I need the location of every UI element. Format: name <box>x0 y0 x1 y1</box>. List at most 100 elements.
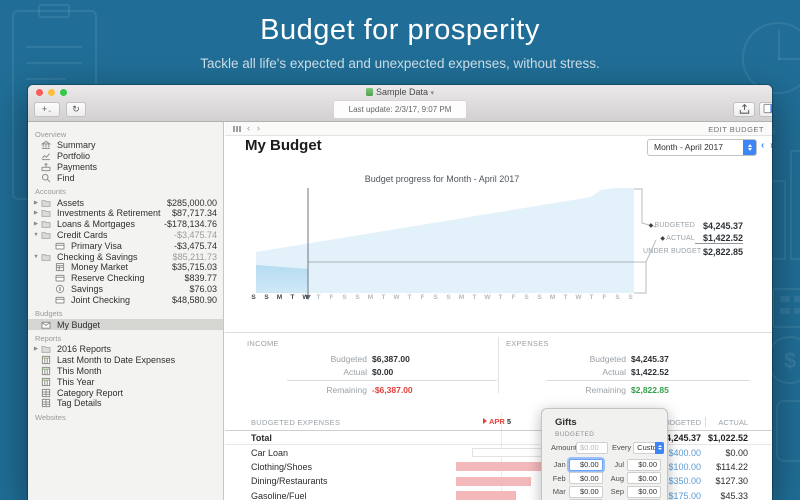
income-summary: INCOME Budgeted $6,387.00 Actual $0.00 Rem… <box>247 333 497 402</box>
sync-button[interactable]: ↻ <box>66 102 86 117</box>
day-label: S <box>264 294 269 301</box>
column-header-actual[interactable]: ACTUAL <box>718 418 748 427</box>
sidebar-item-money-market[interactable]: Money Market $35,715.03 <box>28 262 223 273</box>
folder-icon <box>41 208 53 218</box>
share-icon <box>739 103 749 114</box>
table-row-gasoline-fuel[interactable]: Gasoline/Fuel $175.00 $45.33 <box>225 489 772 500</box>
sidebar-item-value: $35,715.03 <box>171 262 217 273</box>
disclosure-collapsed-icon[interactable]: ▶ <box>33 221 39 228</box>
sidebar-item-primary-visa[interactable]: Primary Visa -$3,475.74 <box>28 240 223 251</box>
table-row-clothing-shoes[interactable]: Clothing/Shoes $100.00 $114.22 <box>225 460 772 474</box>
sidebar-item-reserve-checking[interactable]: Reserve Checking $839.77 <box>28 273 223 284</box>
hero-subtitle: Tackle all life's expected and unexpecte… <box>200 56 600 71</box>
sidebar: Overview Summary Portfolio Payments Find Acco… <box>28 122 224 500</box>
every-select[interactable]: Custom <box>633 441 665 454</box>
sidebar-section-header-reports: Reports <box>35 333 62 343</box>
day-label: M <box>367 294 374 301</box>
budget-icon <box>41 320 53 330</box>
row-label: Gasoline/Fuel <box>251 490 307 500</box>
sidebar-item-assets[interactable]: ▶ Assets $285,000.00 <box>28 197 223 208</box>
sidebar-item-investments-retirement[interactable]: ▶ Investments & Retirement $87,717.34 <box>28 208 223 219</box>
sidebar-item-checking-savings[interactable]: ▼ Checking & Savings $85,211.73 <box>28 251 223 262</box>
column-header-budgeted[interactable]: BUDGETED <box>659 418 701 427</box>
month-input-feb[interactable] <box>568 472 603 485</box>
sidebar-item-savings[interactable]: Savings $76.03 <box>28 284 223 295</box>
search-icon <box>41 173 53 183</box>
card-icon <box>55 295 67 305</box>
table-row-total[interactable]: Total $4,245.37 $1,022.52 <box>225 431 772 446</box>
divider <box>705 417 706 427</box>
sidebar-item-label: Money Market <box>71 262 129 273</box>
view-options-icon[interactable] <box>233 126 241 132</box>
table-row-dining-restaurants[interactable]: Dining/Restaurants $350.00 $127.30 <box>225 474 772 488</box>
minimize-button[interactable] <box>48 89 55 96</box>
disclosure-expanded-icon[interactable]: ▼ <box>33 231 39 238</box>
sidebar-item-portfolio[interactable]: Portfolio <box>28 151 223 162</box>
sidebar-item-category-report[interactable]: Category Report <box>28 387 223 398</box>
every-label: Every <box>612 443 632 452</box>
month-input-mar[interactable] <box>568 485 603 498</box>
add-button[interactable]: +⌄ <box>34 102 60 117</box>
day-label: W <box>575 294 582 301</box>
bank-icon <box>40 140 53 150</box>
share-button[interactable] <box>733 102 755 117</box>
sidebar-item-summary[interactable]: Summary <box>28 140 223 151</box>
sidebar-item-payments[interactable]: Payments <box>28 162 223 173</box>
sidebar-item-this-year[interactable]: This Year <box>28 376 223 387</box>
chevron-down-icon: ▾ <box>430 90 435 97</box>
folder-icon <box>41 344 53 354</box>
table-row-car-loan[interactable]: Car Loan $400.00 $0.00 <box>225 445 772 459</box>
disclosure-collapsed-icon[interactable]: ▶ <box>33 210 39 217</box>
disclosure-collapsed-icon[interactable]: ▶ <box>33 346 39 353</box>
close-button[interactable] <box>36 89 43 96</box>
history-back-button[interactable]: ‹ <box>247 123 250 133</box>
sidebar-item-credit-cards[interactable]: ▼ Credit Cards -$3,475.74 <box>28 230 223 241</box>
sidebar-item-label: Investments & Retirement <box>57 208 161 219</box>
period-selector[interactable]: Month - April 2017 <box>647 139 757 156</box>
zoom-button[interactable] <box>60 89 67 96</box>
month-input-aug[interactable] <box>627 472 661 485</box>
day-label: T <box>316 294 321 301</box>
amount-input[interactable] <box>576 441 608 454</box>
sidebar-item-last-month-to-date-expenses[interactable]: Last Month to Date Expenses <box>28 355 223 366</box>
sidebar-item-label: Loans & Mortgages <box>57 219 136 230</box>
month-input-jan[interactable] <box>568 458 603 471</box>
edit-budget-button[interactable]: EDIT BUDGET <box>708 125 764 134</box>
bullet-icon: ◆ <box>660 236 666 242</box>
month-input-jul[interactable] <box>627 458 661 471</box>
popover-title: Gifts <box>555 417 577 428</box>
next-period-button[interactable]: › <box>770 140 772 151</box>
sidebar-item-label: Portfolio <box>57 151 91 162</box>
sidebar-item-label: Credit Cards <box>57 229 108 240</box>
day-label: S <box>524 294 529 301</box>
disclosure-collapsed-icon[interactable]: ▶ <box>33 199 39 206</box>
previous-period-button[interactable]: ‹ <box>761 140 765 151</box>
bullet-icon: ◆ <box>648 223 654 229</box>
day-label: S <box>615 294 620 301</box>
sidebar-item-2016-reports[interactable]: ▶ 2016 Reports <box>28 344 223 355</box>
actual-area <box>256 265 308 293</box>
sidebar-item-this-month[interactable]: This Month <box>28 366 223 377</box>
sidebar-item-value: $839.77 <box>184 273 217 284</box>
sidebar-item-loans-mortgages[interactable]: ▶ Loans & Mortgages -$178,134.76 <box>28 219 223 230</box>
month-input-sep[interactable] <box>627 485 661 498</box>
sidebar-item-label: 2016 Reports <box>57 344 112 355</box>
day-label: M <box>458 294 465 301</box>
sidebar-item-find[interactable]: Find <box>28 172 223 183</box>
sidebar-item-value: $76.03 <box>189 283 217 294</box>
income-actual-value: $0.00 <box>372 366 394 377</box>
month-label-feb: Feb <box>552 473 566 483</box>
disclosure-expanded-icon[interactable]: ▼ <box>33 253 39 260</box>
history-forward-button[interactable]: › <box>257 123 260 133</box>
expenses-remaining-label: Remaining <box>585 384 626 395</box>
callout-value: $4,245.37 <box>702 220 743 231</box>
sidebar-item-label: This Year <box>57 376 95 387</box>
sidebar-item-tag-details[interactable]: Tag Details <box>28 398 223 409</box>
report-icon <box>41 355 53 365</box>
table-icon <box>41 398 53 408</box>
sidebar-item-my-budget[interactable]: My Budget <box>28 319 223 330</box>
divider <box>287 380 497 381</box>
progress-bar <box>456 491 516 500</box>
sidebar-item-joint-checking[interactable]: Joint Checking $48,580.90 <box>28 294 223 305</box>
panel-toggle-button[interactable] <box>759 102 772 117</box>
